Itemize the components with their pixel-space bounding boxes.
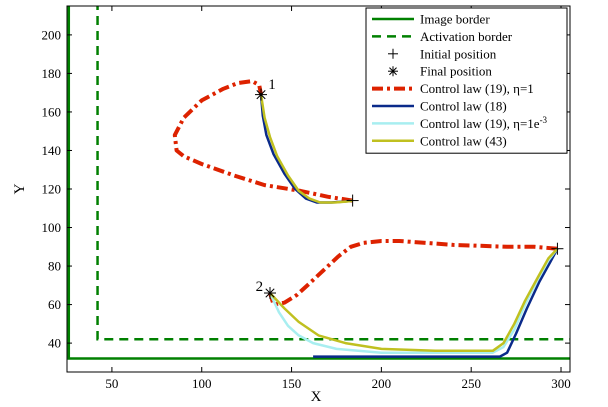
series-law43-trajectory-1 <box>259 94 353 204</box>
x-tick-label: 50 <box>105 376 118 391</box>
legend-label-superscript: -3 <box>540 115 548 125</box>
y-tick-label: 80 <box>48 259 61 274</box>
final-position-marker-2-ray-4 <box>265 288 275 298</box>
y-tick-label: 100 <box>42 220 62 235</box>
trajectory-annotation-1: 1 <box>268 77 276 93</box>
legend-symbol-initial <box>388 48 398 59</box>
x-tick-label: 100 <box>192 376 212 391</box>
legend-symbol-final-ray-4 <box>389 67 397 76</box>
x-tick-label: 150 <box>282 376 302 391</box>
legend-label-image_border: Image border <box>420 12 490 27</box>
legend-box <box>365 7 568 154</box>
x-axis-label: X <box>311 389 322 405</box>
legend-label-initial: Initial position <box>420 46 497 61</box>
legend-label-eta1e3: Control law (19), η=1e-3 <box>420 115 548 131</box>
initial-position-marker-1 <box>346 194 359 207</box>
series-law18-trajectory-2 <box>313 248 559 358</box>
x-tick-label: 200 <box>372 376 392 391</box>
legend: Image border Activation border Initial pos… <box>365 7 568 154</box>
y-tick-label: 140 <box>42 143 62 158</box>
final-position-marker-1-ray-4 <box>256 90 266 100</box>
legend-label-law18: Control law (18) <box>420 99 507 114</box>
series-layer <box>172 79 559 358</box>
activation-border-line <box>96 6 570 341</box>
y-tick-label: 60 <box>48 297 61 312</box>
y-tick-label: 200 <box>42 27 62 42</box>
series-law43-trajectory-2 <box>269 247 559 353</box>
x-tick-label: 300 <box>551 376 571 391</box>
borders-layer <box>67 6 570 360</box>
annotations-layer: 12 <box>256 77 276 295</box>
final-position-marker-1 <box>255 88 268 101</box>
series-eta1-trajectory-1 <box>172 79 353 203</box>
legend-label-law43: Control law (43) <box>420 133 507 148</box>
legend-label-eta1: Control law (19), η=1 <box>420 81 534 96</box>
y-tick-label: 180 <box>42 66 62 81</box>
legend-label-final: Final position <box>420 64 492 79</box>
initial-position-marker-2 <box>551 242 564 255</box>
legend-symbol-final <box>388 66 398 77</box>
markers-layer <box>255 88 564 300</box>
series-eta1-trajectory-2 <box>268 239 558 307</box>
y-tick-label: 120 <box>42 182 62 197</box>
x-tick-label: 250 <box>461 376 481 391</box>
legend-label-activation_border: Activation border <box>420 29 513 44</box>
y-tick-label: 40 <box>48 336 61 351</box>
trajectory-annotation-2: 2 <box>256 279 264 295</box>
y-tick-label: 160 <box>42 104 62 119</box>
final-position-marker-2 <box>263 287 276 300</box>
y-axis-label: Y <box>12 183 28 194</box>
image-border-line <box>67 6 570 360</box>
ticks-layer: 50 100 150 200 250 300 40 60 80 100 120 140 160 180 20… <box>42 6 571 391</box>
